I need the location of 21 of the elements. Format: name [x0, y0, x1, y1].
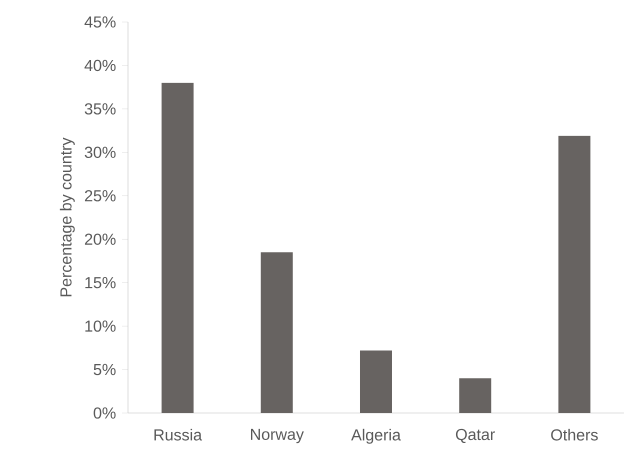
bar [162, 82, 194, 413]
bar [360, 350, 392, 413]
y-tick-label: 10% [85, 320, 116, 332]
y-tick-label: 5% [94, 364, 116, 376]
y-axis-title: Percentage by country [60, 138, 75, 296]
x-tick-label: Others [551, 428, 598, 441]
y-tick-label: 45% [84, 16, 116, 28]
y-tick-label: 30% [84, 146, 116, 158]
y-tick-label: 35% [84, 103, 116, 115]
bar [558, 136, 590, 413]
y-tick-label: 20% [84, 234, 116, 245]
y-tick-label: 0% [94, 407, 116, 419]
x-tick-label: Russia [154, 428, 202, 441]
bar [260, 252, 293, 413]
bar [459, 378, 492, 413]
x-tick-label: Qatar [456, 428, 495, 444]
x-tick-label: Algeria [351, 428, 401, 444]
y-tick-label: 15% [85, 277, 116, 288]
y-tick-label: 40% [84, 60, 116, 72]
x-tick-label: Norway [251, 428, 304, 444]
y-tick-label: 25% [84, 190, 116, 202]
